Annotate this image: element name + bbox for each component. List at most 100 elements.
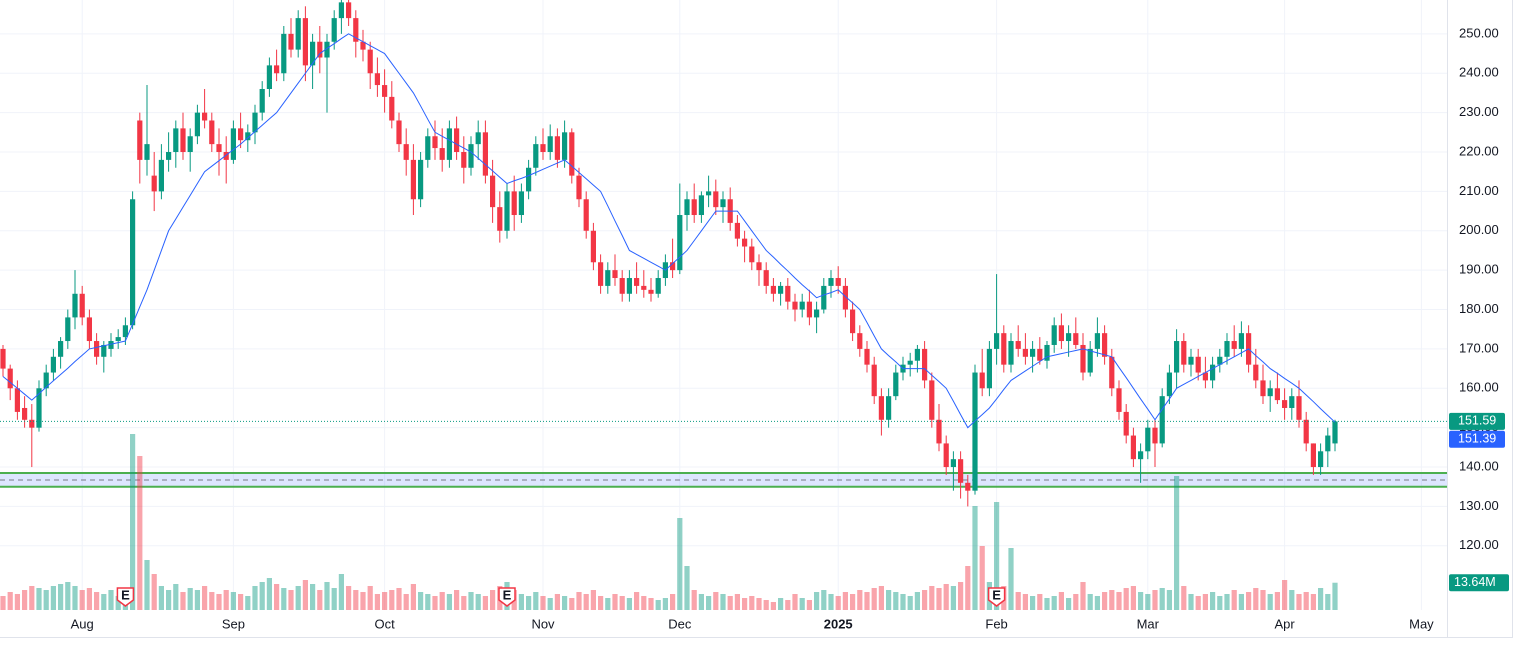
volume-bar [230, 592, 236, 610]
candle-body [1181, 341, 1187, 365]
volume-bar [821, 590, 827, 610]
volume-bar [432, 596, 438, 610]
candle-body [713, 191, 719, 208]
candle-body [533, 144, 539, 168]
volume-bar [562, 596, 568, 610]
volume-bar [979, 546, 985, 610]
candle-body [410, 159, 416, 200]
candle-body [677, 215, 683, 271]
volume-bar [922, 590, 928, 610]
earnings-marker: E [498, 587, 516, 607]
volume-bar [605, 598, 611, 610]
volume-bar [482, 596, 488, 610]
volume-bar [598, 596, 604, 610]
volume-bar [842, 592, 848, 610]
candle-body [1296, 396, 1302, 420]
volume-bar [324, 582, 330, 610]
candle-body [778, 285, 784, 294]
candle-body [446, 128, 452, 160]
volume-bar [1116, 592, 1122, 610]
volume-bar [929, 586, 935, 610]
candle-body [893, 372, 899, 397]
candle-body [878, 396, 884, 420]
candle-body [1102, 333, 1108, 357]
volume-bar [691, 590, 697, 610]
y-tick-label: 120.00 [1459, 537, 1499, 552]
candle-body [346, 2, 352, 19]
volume-bar [22, 590, 28, 610]
volume-bar [1296, 594, 1302, 610]
volume-bar [259, 582, 265, 610]
volume-bar [670, 594, 676, 610]
candle-body [281, 33, 287, 74]
candle-body [979, 372, 985, 389]
volume-bar [346, 586, 352, 610]
volume-bar [338, 574, 344, 610]
candle-body [943, 443, 949, 468]
candle-body [439, 148, 445, 160]
volume-bar [576, 592, 582, 610]
candle-body [1123, 411, 1129, 436]
candle-body [338, 2, 344, 19]
moving-average [2, 33, 1336, 429]
volume-bar [763, 600, 769, 610]
candle-body [187, 136, 193, 153]
candle-body [569, 132, 575, 176]
candle-body [605, 270, 611, 286]
candle-body [72, 293, 78, 318]
candle-body [648, 289, 654, 294]
volume-bar [1174, 476, 1180, 610]
candle-body [353, 18, 359, 42]
candle-body [180, 128, 186, 153]
candle-body [108, 341, 114, 349]
candle-body [252, 112, 258, 133]
volume-bar [1188, 594, 1194, 610]
volume-bar [1202, 594, 1208, 610]
candle-body [468, 144, 474, 168]
x-tick-label: Feb [985, 616, 1007, 631]
volume-bar [1066, 598, 1072, 610]
volume-bar [742, 598, 748, 610]
volume-bar [698, 594, 704, 610]
candle-body [986, 348, 992, 389]
candle-body [742, 238, 748, 247]
candle-body [576, 175, 582, 200]
candle-body [1044, 344, 1050, 361]
volume-bar [1037, 594, 1043, 610]
candle-body [166, 152, 172, 160]
candle-body [634, 278, 640, 286]
volume-bar [180, 592, 186, 610]
candle-body [43, 372, 49, 389]
earnings-badge [498, 587, 516, 607]
y-tick-label: 130.00 [1459, 498, 1499, 513]
candle-body [1195, 356, 1201, 373]
candle-body [720, 199, 726, 208]
volume-bar [857, 590, 863, 610]
candle-body [1166, 372, 1172, 397]
candle-body [461, 152, 467, 168]
x-tick-label: Oct [374, 616, 395, 631]
volume-bar [871, 588, 877, 610]
y-tick-label: 170.00 [1459, 340, 1499, 355]
candle-body [1145, 427, 1151, 452]
candle-body [482, 132, 488, 176]
volume-bar [1030, 596, 1036, 610]
volume-bar [734, 594, 740, 610]
volume-bar [410, 584, 416, 610]
candle-body [842, 285, 848, 310]
candle-body [922, 348, 928, 381]
volume-bar [958, 582, 964, 610]
candle-body [590, 230, 596, 263]
volume-bar [166, 590, 172, 610]
volume-bar [1231, 590, 1237, 610]
candle-body [770, 285, 776, 294]
volume-bar [7, 592, 13, 610]
candle-body [958, 459, 964, 483]
candle-body [547, 136, 553, 153]
volume-tag [1449, 574, 1509, 592]
volume-bar [792, 594, 798, 610]
volume-bar [209, 592, 215, 610]
candle-body [1094, 333, 1100, 349]
x-tick-label: Mar [1137, 616, 1160, 631]
